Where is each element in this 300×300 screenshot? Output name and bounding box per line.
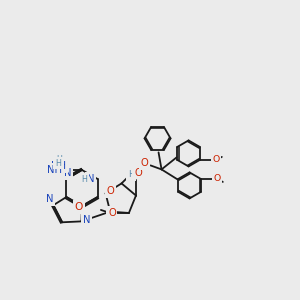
Text: N: N: [83, 215, 90, 225]
Text: NH: NH: [52, 161, 67, 171]
Text: H: H: [128, 170, 134, 179]
Text: H: H: [82, 175, 88, 184]
Text: O: O: [212, 155, 219, 164]
Text: NH: NH: [46, 165, 62, 175]
Text: O: O: [108, 208, 116, 218]
Text: O: O: [134, 167, 142, 178]
Text: N: N: [64, 168, 71, 178]
Text: O: O: [107, 186, 115, 197]
Text: O: O: [74, 202, 83, 212]
Text: O: O: [213, 174, 220, 183]
Text: N: N: [46, 194, 53, 204]
Text: O: O: [141, 158, 148, 168]
Text: H: H: [55, 158, 61, 167]
Text: H: H: [56, 155, 62, 164]
Text: N: N: [87, 174, 94, 184]
